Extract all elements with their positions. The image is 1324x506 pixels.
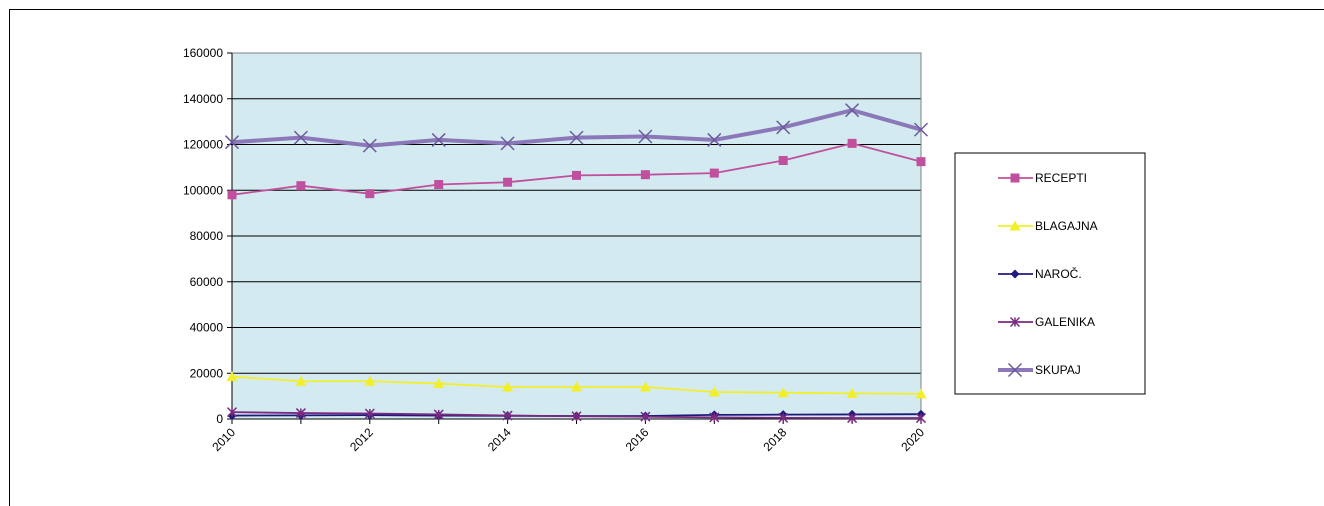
series-recepti — [227, 138, 926, 200]
data-point-recepti — [778, 156, 788, 166]
data-point-blagajna — [364, 375, 376, 386]
chart-area — [9, 9, 1324, 506]
data-point-galenika — [847, 413, 858, 424]
y-tick-label: 120000 — [183, 138, 223, 152]
y-tick-label: 60000 — [190, 275, 224, 289]
data-point-recepti — [709, 168, 719, 178]
data-point-blagajna — [502, 381, 514, 392]
y-tick-label: 20000 — [190, 366, 224, 380]
data-point-blagajna — [639, 381, 651, 392]
data-point-recepti — [434, 180, 444, 190]
y-tick-label: 80000 — [190, 229, 224, 243]
y-tick-label: 0 — [216, 412, 223, 426]
data-point-blagajna — [915, 388, 927, 399]
legend-marker-skupaj — [1007, 362, 1023, 378]
y-axis: 0 20000 40000 60000 80000 100000 120000 140000 1… — [183, 46, 233, 426]
x-tick-label: 2012 — [347, 425, 376, 454]
legend-label-recepti: RECEPTI — [1035, 171, 1087, 185]
x-tick-label: 2010 — [209, 425, 238, 454]
data-point-blagajna — [708, 386, 720, 397]
legend-label-naro: NAROČ. — [1035, 266, 1082, 281]
data-point-blagajna — [846, 387, 858, 398]
data-point-skupaj — [224, 135, 240, 150]
data-point-skupaj — [845, 103, 860, 118]
data-point-recepti — [365, 189, 375, 199]
data-point-blagajna — [433, 378, 445, 389]
legend-marker-blagajna — [1009, 220, 1021, 231]
data-point-skupaj — [500, 136, 515, 151]
y-tick-label: 40000 — [190, 321, 224, 335]
data-point-recepti — [296, 181, 306, 191]
data-point-skupaj — [362, 138, 377, 153]
x-tick-label: 2016 — [623, 425, 652, 454]
legend-marker-naro — [1010, 269, 1020, 279]
x-tick-label: 2020 — [898, 425, 927, 454]
data-point-recepti — [572, 170, 581, 180]
data-point-blagajna — [571, 381, 582, 392]
data-point-blagajna — [777, 387, 789, 398]
x-axis: 2010 2012 2014 2016 2018 2020 — [209, 418, 927, 454]
data-point-skupaj — [569, 130, 584, 145]
y-tick-label: 160000 — [183, 46, 223, 60]
data-point-skupaj — [776, 120, 791, 135]
data-point-galenika — [364, 408, 375, 419]
data-point-galenika — [915, 413, 927, 424]
data-point-galenika — [709, 412, 720, 423]
legend-label-skupaj: SKUPAJ — [1035, 363, 1081, 377]
data-point-galenika — [502, 410, 513, 421]
data-point-skupaj — [431, 132, 446, 147]
data-point-recepti — [847, 138, 857, 148]
data-point-skupaj — [638, 129, 653, 144]
data-point-skupaj — [707, 132, 722, 147]
legend-marker-galenika — [1009, 316, 1021, 328]
legend-label-galenika: GALENIKA — [1035, 315, 1095, 329]
data-point-recepti — [640, 170, 650, 180]
series-group — [224, 103, 929, 424]
series-skupaj — [224, 103, 929, 153]
data-point-galenika — [295, 408, 306, 419]
data-point-blagajna — [226, 371, 238, 382]
y-tick-label: 140000 — [183, 92, 223, 106]
data-point-skupaj — [293, 130, 308, 145]
legend-box — [954, 152, 1146, 395]
series-blagajna — [226, 371, 927, 399]
legend: RECEPTI BLAGAJNA NAROČ. GALENIKA SKUPAJ — [954, 152, 1146, 395]
x-tick-label: 2014 — [485, 425, 514, 454]
legend-label-blagajna: BLAGAJNA — [1035, 219, 1098, 233]
data-point-galenika — [226, 407, 238, 418]
data-point-recepti — [916, 157, 926, 167]
data-point-blagajna — [295, 375, 307, 386]
data-point-recepti — [503, 177, 513, 187]
legend-marker-recepti — [1010, 173, 1020, 183]
y-tick-label: 100000 — [183, 183, 223, 197]
data-point-galenika — [571, 411, 582, 422]
data-point-galenika — [778, 412, 789, 423]
data-point-skupaj — [913, 122, 929, 137]
data-point-galenika — [640, 411, 651, 422]
series-galenika — [226, 407, 927, 424]
data-point-galenika — [433, 409, 444, 420]
data-point-recepti — [227, 190, 237, 200]
x-tick-label: 2018 — [761, 425, 790, 454]
